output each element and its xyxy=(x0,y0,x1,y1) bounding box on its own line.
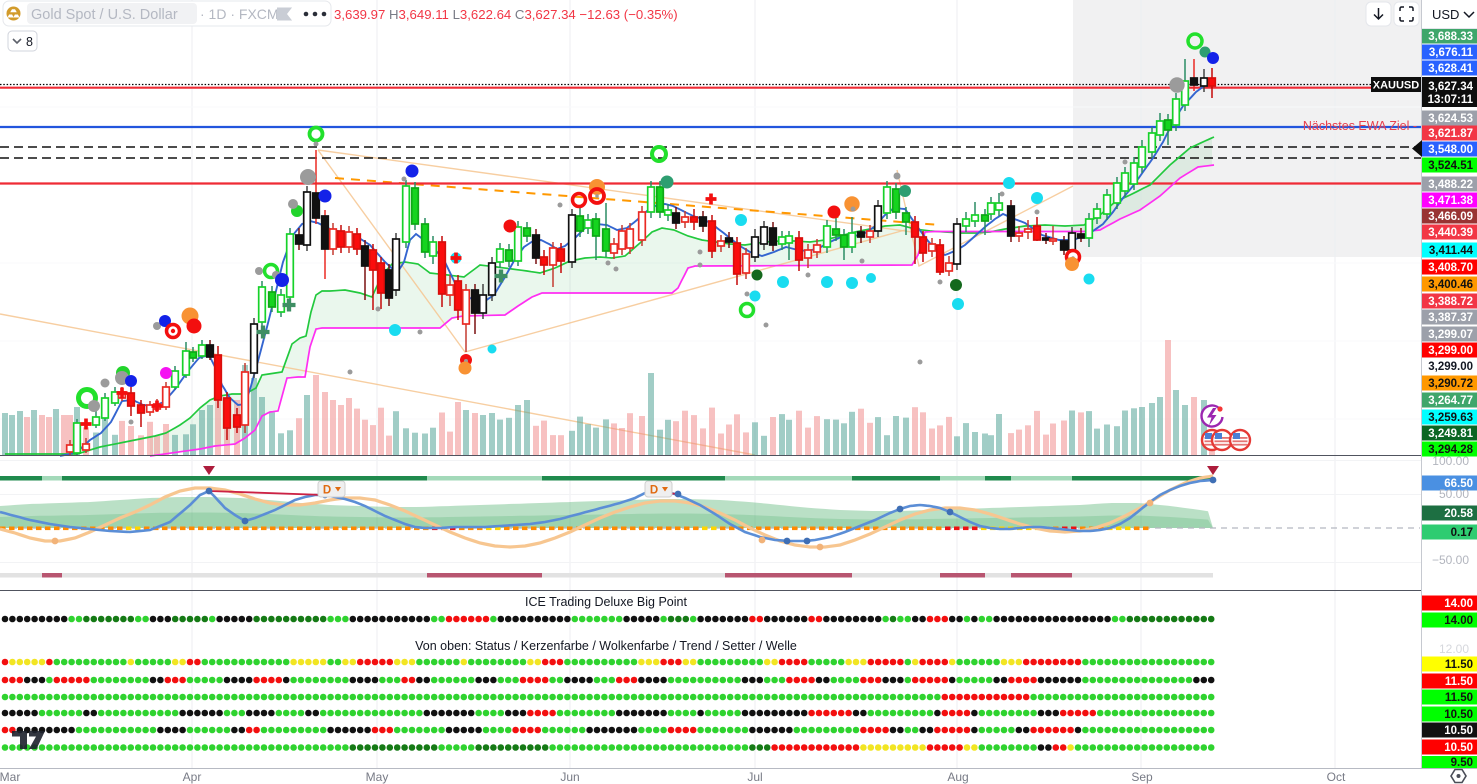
svg-text:Sep: Sep xyxy=(1131,770,1153,784)
svg-text:3,466.09: 3,466.09 xyxy=(1428,211,1473,223)
svg-text:−50.00: −50.00 xyxy=(1432,553,1469,567)
svg-text:3,259.63: 3,259.63 xyxy=(1428,412,1473,424)
svg-text:20.58: 20.58 xyxy=(1444,508,1473,520)
svg-text:3,548.00: 3,548.00 xyxy=(1428,144,1473,156)
svg-text:3,290.72: 3,290.72 xyxy=(1428,378,1473,390)
svg-text:3,621.87: 3,621.87 xyxy=(1428,128,1473,140)
svg-text:USD: USD xyxy=(1432,7,1459,22)
svg-text:Nächstes EWA Ziel -: Nächstes EWA Ziel - xyxy=(1303,119,1417,133)
svg-text:14.00: 14.00 xyxy=(1444,615,1473,627)
svg-text:Mar: Mar xyxy=(0,770,20,784)
svg-text:66.50: 66.50 xyxy=(1444,478,1473,490)
svg-text:Apr: Apr xyxy=(183,770,202,784)
svg-text:3,408.70: 3,408.70 xyxy=(1428,262,1473,274)
svg-text:3,524.51: 3,524.51 xyxy=(1428,160,1473,172)
svg-text:100.00: 100.00 xyxy=(1432,454,1469,468)
svg-text:3,411.44: 3,411.44 xyxy=(1429,245,1474,257)
svg-text:D: D xyxy=(650,485,658,497)
svg-text:0.17: 0.17 xyxy=(1451,527,1473,539)
svg-text:3,299.07: 3,299.07 xyxy=(1428,329,1473,341)
svg-text:XAUUSD: XAUUSD xyxy=(1373,80,1420,92)
svg-text:3,624.53: 3,624.53 xyxy=(1428,113,1473,125)
svg-text:3,688.33: 3,688.33 xyxy=(1428,31,1473,43)
svg-text:3,299.00: 3,299.00 xyxy=(1428,361,1473,373)
svg-text:3,471.38: 3,471.38 xyxy=(1428,195,1473,207)
svg-text:3,628.41: 3,628.41 xyxy=(1428,63,1473,75)
svg-text:Gold Spot / U.S. Dollar: Gold Spot / U.S. Dollar xyxy=(31,7,178,23)
svg-text:11.50: 11.50 xyxy=(1445,692,1473,704)
svg-text:11.50: 11.50 xyxy=(1445,676,1473,688)
svg-text:3,264.77: 3,264.77 xyxy=(1428,395,1473,407)
svg-text:· 1D · FXCM: · 1D · FXCM xyxy=(200,6,279,22)
svg-text:10.50: 10.50 xyxy=(1444,709,1473,721)
svg-text:Oct: Oct xyxy=(1327,770,1346,784)
svg-text:3,400.46: 3,400.46 xyxy=(1428,279,1473,291)
svg-text:D: D xyxy=(323,485,331,497)
svg-text:9.50: 9.50 xyxy=(1451,757,1473,769)
svg-text:3,249.81: 3,249.81 xyxy=(1428,428,1473,440)
svg-text:3,440.39: 3,440.39 xyxy=(1428,227,1473,239)
svg-text:3,388.72: 3,388.72 xyxy=(1428,296,1473,308)
svg-text:May: May xyxy=(366,770,389,784)
svg-text:3,294.28: 3,294.28 xyxy=(1428,444,1473,456)
svg-text:3,299.00: 3,299.00 xyxy=(1428,345,1473,357)
svg-text:ICE Trading Deluxe Big Point: ICE Trading Deluxe Big Point xyxy=(525,595,687,609)
svg-text:11.50: 11.50 xyxy=(1445,659,1473,671)
svg-text:13:07:11: 13:07:11 xyxy=(1428,94,1474,106)
svg-text:8: 8 xyxy=(26,35,33,49)
svg-text:Aug: Aug xyxy=(947,770,968,784)
svg-text:50.00: 50.00 xyxy=(1439,487,1469,501)
svg-text:Jun: Jun xyxy=(560,770,579,784)
svg-text:12.00: 12.00 xyxy=(1439,642,1469,656)
svg-text:3,488.22: 3,488.22 xyxy=(1428,179,1473,191)
svg-text:Von oben: Status / Kerzenfarbe: Von oben: Status / Kerzenfarbe / Wolkenf… xyxy=(415,639,797,653)
svg-text:Jul: Jul xyxy=(747,770,762,784)
svg-text:10.50: 10.50 xyxy=(1444,742,1473,754)
svg-text:3,639.97 H3,649.11 L3,622.64 C: 3,639.97 H3,649.11 L3,622.64 C3,627.34 −… xyxy=(334,7,678,22)
svg-text:3,676.11: 3,676.11 xyxy=(1429,47,1474,59)
svg-text:3,387.37: 3,387.37 xyxy=(1428,312,1473,324)
svg-text:10.50: 10.50 xyxy=(1444,725,1473,737)
svg-text:14.00: 14.00 xyxy=(1444,598,1473,610)
svg-text:3,627.34: 3,627.34 xyxy=(1428,81,1473,93)
